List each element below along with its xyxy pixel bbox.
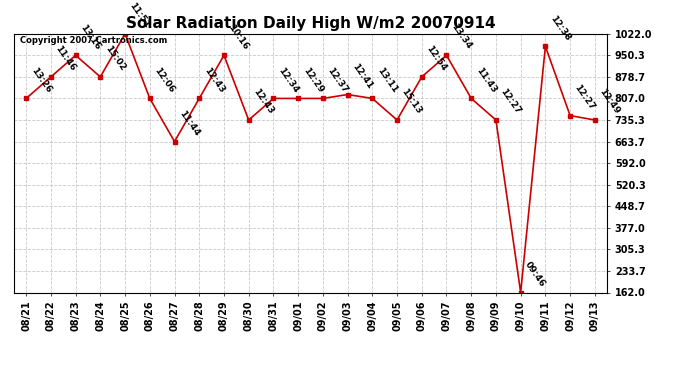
Text: Copyright 2007 Cartronics.com: Copyright 2007 Cartronics.com: [20, 36, 167, 45]
Text: 13:34: 13:34: [449, 22, 473, 51]
Text: 10:16: 10:16: [227, 22, 250, 51]
Text: 12:38: 12:38: [548, 13, 572, 42]
Text: 12:43: 12:43: [251, 87, 275, 116]
Text: 12:49: 12:49: [598, 87, 622, 116]
Text: 11:44: 11:44: [177, 109, 201, 137]
Text: 12:34: 12:34: [276, 66, 300, 94]
Title: Solar Radiation Daily High W/m2 20070914: Solar Radiation Daily High W/m2 20070914: [126, 16, 495, 31]
Text: 13:11: 13:11: [375, 66, 399, 94]
Text: 13:16: 13:16: [79, 22, 102, 51]
Text: 12:27: 12:27: [499, 87, 522, 116]
Text: 12:54: 12:54: [424, 44, 448, 73]
Text: 12:41: 12:41: [351, 62, 374, 90]
Text: 12:43: 12:43: [202, 66, 226, 94]
Text: 15:13: 15:13: [400, 87, 424, 116]
Text: 11:51: 11:51: [128, 1, 152, 30]
Text: 12:29: 12:29: [301, 66, 325, 94]
Text: 13:26: 13:26: [29, 66, 52, 94]
Text: 15:02: 15:02: [103, 44, 127, 73]
Text: 12:27: 12:27: [573, 83, 597, 111]
Text: 09:46: 09:46: [524, 260, 547, 288]
Text: 11:43: 11:43: [474, 66, 498, 94]
Text: 12:06: 12:06: [152, 66, 176, 94]
Text: 12:37: 12:37: [326, 66, 350, 94]
Text: 11:46: 11:46: [54, 44, 77, 73]
